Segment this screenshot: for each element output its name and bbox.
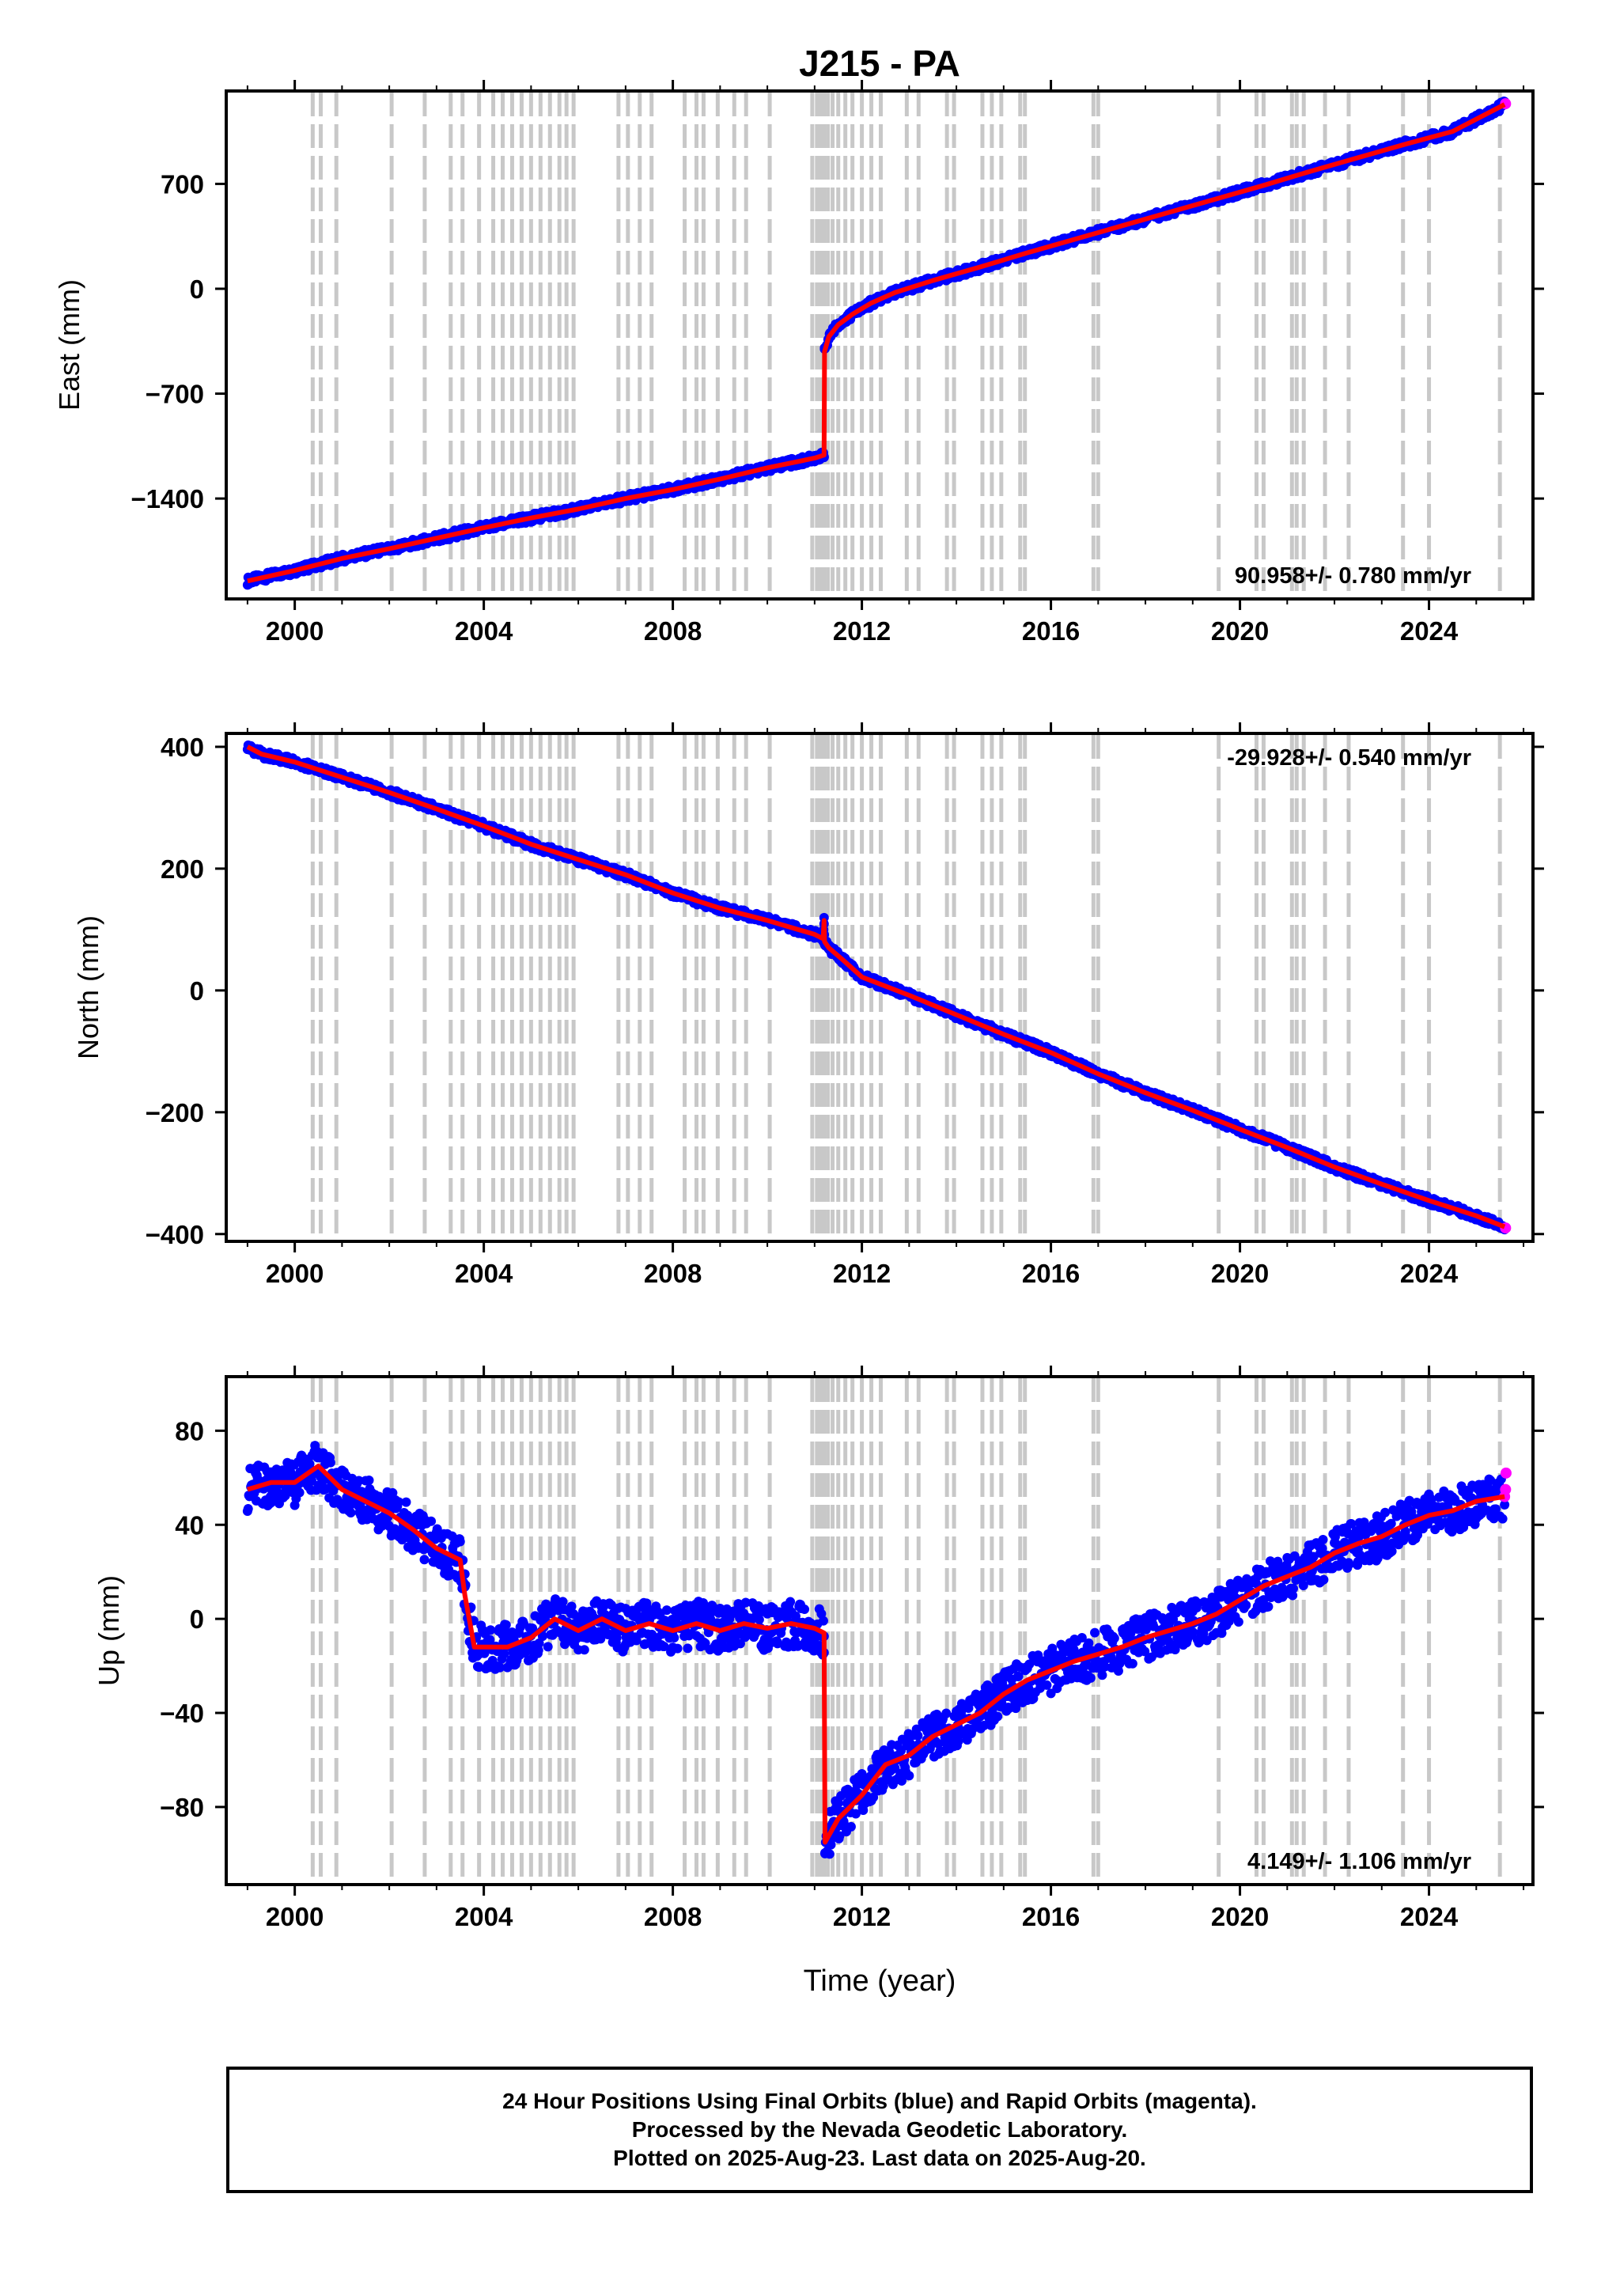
x-tick-label: 2024: [1400, 616, 1459, 646]
y-tick-label: 0: [190, 976, 204, 1006]
y-tick-label: −1400: [131, 484, 204, 513]
x-tick-label: 2016: [1022, 1259, 1080, 1288]
x-tick-label: 2000: [266, 616, 324, 646]
final-orbit-point: [364, 1476, 374, 1486]
x-tick-label: 2020: [1211, 616, 1269, 646]
chart-title: J215 - PA: [799, 43, 960, 84]
final-orbit-point: [672, 1643, 683, 1654]
final-orbit-point: [426, 1516, 437, 1526]
velocity-label: 90.958+/- 0.780 mm/yr: [1235, 563, 1471, 589]
x-tick-label: 2024: [1400, 1259, 1459, 1288]
final-orbit-point: [486, 1625, 496, 1635]
final-orbit-point: [243, 1504, 253, 1514]
east-panel: 2000 2004 2008 2012 2016 2020 2024 −1400 −700 0 70…: [53, 80, 1544, 646]
final-orbit-point: [325, 1457, 335, 1468]
final-orbit-point: [669, 1633, 679, 1643]
north-panel: 2000 2004 2008 2012 2016 2020 2024 −400 −200 0 200…: [72, 722, 1544, 1288]
y-tick-label: 0: [190, 275, 204, 304]
y-tick-label: 200: [161, 854, 204, 884]
x-tick-label: 2012: [833, 616, 891, 646]
velocity-label: -29.928+/- 0.540 mm/yr: [1227, 745, 1471, 771]
x-tick-label: 2012: [833, 1259, 891, 1288]
final-orbit-point: [455, 1536, 465, 1547]
final-orbit-point: [401, 1497, 411, 1507]
x-tick-label: 2004: [455, 1259, 513, 1288]
final-orbit-point: [294, 1487, 305, 1498]
x-tick-label: 2008: [644, 1259, 702, 1288]
y-tick-label: −700: [146, 380, 204, 409]
final-orbit-point: [579, 1645, 589, 1655]
final-orbit-point: [419, 1555, 430, 1565]
final-orbit-point: [661, 1605, 672, 1616]
x-tick-label: 2020: [1211, 1259, 1269, 1288]
y-tick-label: −400: [146, 1220, 204, 1249]
x-tick-label: 2004: [455, 616, 513, 646]
final-orbit-point: [346, 1507, 356, 1517]
y-axis-label: East (mm): [53, 279, 85, 411]
y-tick-label: 700: [161, 169, 204, 199]
final-orbit-point: [683, 1643, 693, 1654]
up-panel: 2000 2004 2008 2012 2016 2020 2024−80−4004080U…: [93, 1366, 1544, 1931]
x-tick-label: 2008: [644, 616, 702, 646]
x-tick-label: 2000: [266, 1259, 324, 1288]
x-tick-label: 2016: [1022, 616, 1080, 646]
final-orbit-point: [543, 1642, 553, 1652]
final-orbit-point: [501, 1620, 511, 1630]
y-axis-label: North (mm): [72, 915, 104, 1059]
y-tick-label: −200: [146, 1098, 204, 1127]
y-tick-label: 400: [161, 733, 204, 762]
